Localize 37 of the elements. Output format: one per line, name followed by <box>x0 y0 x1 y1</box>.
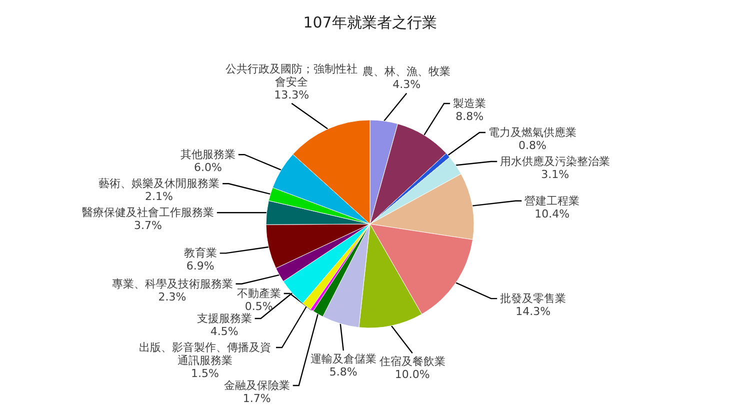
data-label: 2.3% <box>158 290 186 304</box>
slice-label: 專業、科學及技術服務業 <box>112 277 233 290</box>
data-label: 10.4% <box>534 207 570 220</box>
slice-label: 公共行政及國防；強制性社會安全 <box>226 62 358 88</box>
data-label: 0.5% <box>244 300 273 313</box>
data-label: 8.8% <box>456 110 484 123</box>
data-label: 3.7% <box>134 219 162 232</box>
slice-label: 醫療保健及社會工作服務業 <box>82 206 214 220</box>
slice-label: 支援服務業 <box>196 312 252 325</box>
data-label: 1.5% <box>191 367 219 380</box>
data-label: 6.0% <box>194 161 222 174</box>
data-label: 14.3% <box>516 305 551 318</box>
slice-label: 藝術、娛樂及休閒服務業 <box>98 177 220 190</box>
slice-label: 製造業 <box>453 96 486 110</box>
slice-label: 不動產業 <box>236 287 281 300</box>
slice-label: 營建工程業 <box>524 194 580 208</box>
chart-title: 107年就業者之行業 <box>303 14 437 32</box>
slice-label: 運輸及倉儲業 <box>310 352 376 366</box>
slice-label: 出版、影音製作、傳播及資通訊服務業 <box>138 341 271 367</box>
data-label: 4.3% <box>392 78 421 92</box>
slice-label: 金融及保險業 <box>224 379 290 392</box>
slice-label: 教育業 <box>184 246 217 260</box>
slice-label: 其他服務業 <box>180 148 236 162</box>
data-label: 10.0% <box>394 368 430 382</box>
data-label: 2.1% <box>145 190 174 204</box>
slice-label: 用水供應及污染整治業 <box>500 154 610 168</box>
data-label: 4.5% <box>210 325 238 338</box>
data-label: 6.9% <box>186 260 214 273</box>
slice-label: 住宿及餐飲業 <box>379 355 446 368</box>
data-label: 0.8% <box>518 138 546 152</box>
data-label: 5.8% <box>329 366 358 379</box>
data-label: 13.3% <box>274 88 310 102</box>
data-label: 3.1% <box>541 168 570 181</box>
slice-label: 電力及燃氣供應業 <box>488 126 577 139</box>
slice-label: 批發及零售業 <box>500 292 566 306</box>
slice-label: 農、林、漁、牧業 <box>362 65 451 78</box>
data-label: 1.7% <box>242 392 271 405</box>
